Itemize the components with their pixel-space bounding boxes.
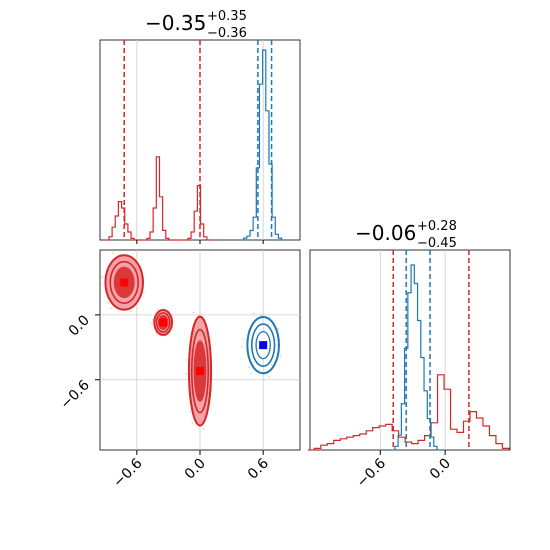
blob-blue-sample-point xyxy=(279,355,282,357)
panel-bottom-right-frame xyxy=(309,249,511,451)
title-minus-2: −0.45 xyxy=(417,236,457,251)
title-value-2: −0.06 xyxy=(355,221,416,245)
blob-blue-sample-point xyxy=(277,328,279,330)
tick-label: −0.6 xyxy=(57,377,92,412)
blob-red-sample-point xyxy=(151,322,153,324)
tick-label: 0.6 xyxy=(245,455,272,482)
tick-label: −0.6 xyxy=(110,455,145,490)
tick-label: 0.0 xyxy=(182,456,209,483)
blob-red-sample-point xyxy=(107,302,109,304)
blob-red-sample-point xyxy=(99,282,102,285)
blob-red-marker xyxy=(196,367,204,376)
hist-red-param-1 xyxy=(105,156,214,241)
blob-blue-sample-point xyxy=(252,312,255,315)
blob-blue-sample-point xyxy=(241,345,244,348)
blob-blue-sample-point xyxy=(247,366,250,369)
blob-blue-marker xyxy=(259,341,268,350)
title-param-1: −0.35 +0.35 −0.36 xyxy=(145,9,247,41)
blob-red-sample-point xyxy=(110,307,112,310)
blob-blue-sample-point xyxy=(250,372,253,375)
tick-label: −0.6 xyxy=(354,455,389,490)
blob-blue-contour-mid xyxy=(250,323,276,368)
blob-red-sample-point xyxy=(100,276,103,278)
blob-blue-contour-outer xyxy=(246,316,280,375)
blob-red-sample-point xyxy=(143,291,145,294)
blob-red-marker xyxy=(159,318,168,327)
title-value-1: −0.35 xyxy=(145,11,206,35)
blob-red-sample-point xyxy=(202,428,205,430)
blob-red-contour-mid xyxy=(109,260,139,304)
blob-blue-sample-point xyxy=(275,344,278,347)
blob-red-sample-point xyxy=(151,319,154,321)
blob-red-sample-point xyxy=(156,333,158,336)
blob-red-sample-point xyxy=(185,359,188,361)
blob-red-marker xyxy=(120,278,129,287)
tick-label: 0.0 xyxy=(427,456,454,483)
blob-red-sample-point xyxy=(185,372,187,375)
hist-blue-param-2 xyxy=(391,264,441,451)
blob-red-sample-point xyxy=(191,422,194,424)
title-plus-1: +0.35 xyxy=(207,9,247,24)
blob-blue-sample-point xyxy=(268,323,270,326)
title-param-2: −0.06 +0.28 −0.45 xyxy=(355,219,457,251)
blob-blue-sample-point xyxy=(268,375,270,378)
blob-red-sample-point xyxy=(157,308,159,310)
hist-blue-param-1 xyxy=(240,49,285,241)
blob-red-sample-point xyxy=(129,310,132,313)
blob-blue-sample-point xyxy=(271,363,273,366)
blob-blue-sample-point xyxy=(258,369,261,372)
blob-red-contour-mid xyxy=(190,328,210,414)
data-layer xyxy=(99,40,510,451)
blob-red-sample-point xyxy=(192,311,195,314)
blob-blue-sample-point xyxy=(242,338,245,341)
title-minus-1: −0.36 xyxy=(207,26,247,41)
hist-red-param-2 xyxy=(307,374,510,451)
blob-red-sample-point xyxy=(112,252,115,255)
blob-blue-sample-point xyxy=(259,314,262,317)
title-plus-2: +0.28 xyxy=(417,219,457,234)
blob-red-sample-point xyxy=(189,411,192,414)
tick-label: 0.0 xyxy=(66,312,93,339)
blob-red-contour-mid xyxy=(155,312,171,333)
